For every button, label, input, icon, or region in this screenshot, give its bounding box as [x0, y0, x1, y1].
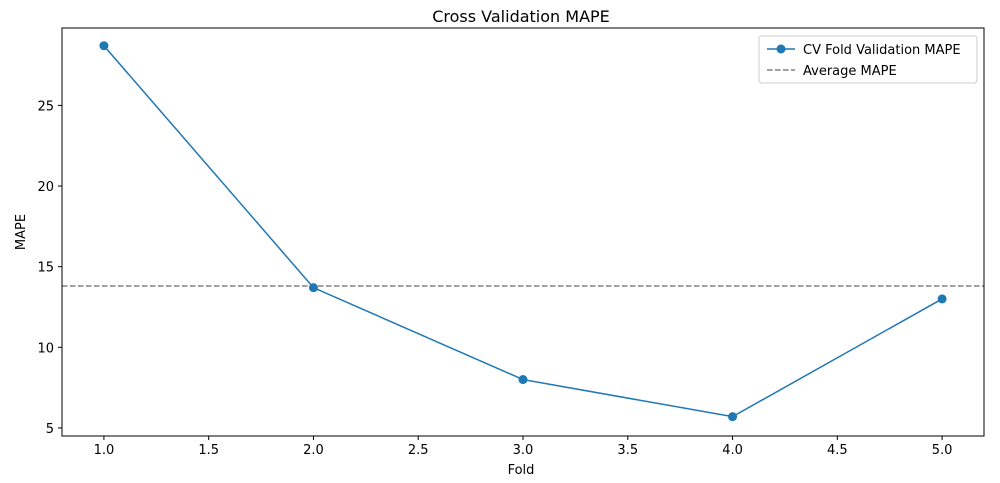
- x-tick-label: 1.5: [198, 443, 219, 458]
- y-axis: 5 10 15 20 25: [37, 99, 62, 437]
- x-axis-label: Fold: [508, 463, 535, 478]
- x-tick-label: 4.0: [722, 443, 743, 458]
- y-tick-label: 15: [37, 261, 54, 276]
- data-point: [99, 41, 109, 51]
- legend-marker-series: [776, 44, 786, 54]
- data-point: [308, 283, 318, 293]
- y-tick-label: 10: [37, 341, 54, 356]
- chart-title: Cross Validation MAPE: [432, 7, 610, 26]
- y-tick-label: 20: [37, 180, 54, 195]
- x-tick-label: 4.5: [827, 443, 848, 458]
- x-tick-label: 2.5: [408, 443, 429, 458]
- series-line: [103, 45, 943, 418]
- data-point: [518, 375, 528, 385]
- y-axis-label: MAPE: [14, 214, 29, 250]
- data-point: [728, 412, 738, 422]
- legend-label-series: CV Fold Validation MAPE: [803, 43, 961, 58]
- x-tick-label: 3.5: [617, 443, 638, 458]
- legend-label-average: Average MAPE: [803, 64, 897, 79]
- x-axis: 1.0 1.5 2.0 2.5 3.0 3.5 4.0 4.5 5.0: [94, 436, 953, 458]
- legend-box: [758, 35, 978, 84]
- x-tick-label: 5.0: [932, 443, 953, 458]
- x-tick-label: 3.0: [513, 443, 534, 458]
- x-tick-label: 1.0: [94, 443, 115, 458]
- x-tick-label: 2.0: [303, 443, 324, 458]
- y-tick-label: 25: [37, 99, 54, 114]
- plot-frame: [61, 27, 985, 437]
- y-tick-label: 5: [46, 422, 54, 437]
- plot-area: [62, 41, 984, 422]
- data-point: [937, 294, 947, 304]
- legend: CV Fold Validation MAPE Average MAPE: [758, 35, 978, 84]
